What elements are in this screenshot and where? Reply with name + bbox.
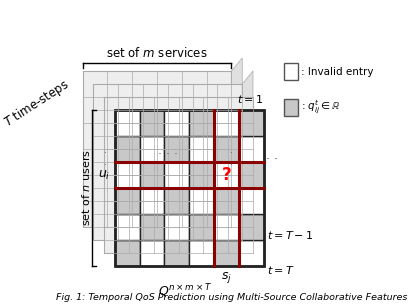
Bar bbox=[140, 240, 165, 266]
Bar bbox=[214, 188, 239, 214]
Bar bbox=[189, 162, 214, 188]
Bar bbox=[189, 240, 214, 266]
Bar bbox=[214, 162, 239, 188]
Text: ?: ? bbox=[222, 166, 232, 184]
Bar bbox=[283, 99, 298, 116]
Bar bbox=[283, 63, 298, 80]
Text: : $q^t_{ij} \in \mathbb{R}$: : $q^t_{ij} \in \mathbb{R}$ bbox=[301, 99, 341, 116]
Bar bbox=[165, 136, 189, 162]
Bar bbox=[165, 214, 189, 240]
Polygon shape bbox=[232, 110, 242, 149]
Bar bbox=[214, 110, 239, 136]
Polygon shape bbox=[232, 58, 242, 97]
Text: $t = T$: $t = T$ bbox=[267, 264, 295, 276]
Polygon shape bbox=[242, 123, 253, 162]
Polygon shape bbox=[232, 136, 242, 175]
Bar bbox=[165, 110, 189, 136]
Polygon shape bbox=[242, 201, 253, 240]
Bar bbox=[115, 188, 140, 214]
Bar bbox=[189, 110, 214, 136]
Polygon shape bbox=[232, 84, 242, 123]
Bar bbox=[239, 110, 264, 136]
Bar bbox=[239, 136, 264, 162]
Bar bbox=[115, 240, 140, 266]
Bar bbox=[115, 136, 140, 162]
Polygon shape bbox=[232, 188, 242, 227]
Bar bbox=[214, 240, 239, 266]
Bar bbox=[140, 188, 165, 214]
Text: Fig. 1: Temporal QoS Prediction using Multi-Source Collaborative Features: Fig. 1: Temporal QoS Prediction using Mu… bbox=[56, 293, 407, 302]
Bar bbox=[115, 110, 264, 266]
Bar bbox=[165, 240, 189, 266]
Bar bbox=[189, 136, 214, 162]
Text: · · ·: · · · bbox=[158, 148, 178, 161]
Polygon shape bbox=[242, 149, 253, 188]
Bar bbox=[214, 136, 239, 162]
Bar bbox=[104, 97, 253, 253]
Bar bbox=[239, 240, 264, 266]
Text: $s_j$: $s_j$ bbox=[221, 270, 232, 285]
Text: $t = T-1$: $t = T-1$ bbox=[267, 229, 314, 241]
Bar bbox=[189, 214, 214, 240]
Text: · ·: · · bbox=[266, 153, 278, 166]
Bar bbox=[239, 162, 264, 188]
Bar bbox=[83, 71, 232, 227]
Text: set of $m$ services: set of $m$ services bbox=[106, 46, 208, 60]
Bar bbox=[115, 214, 140, 240]
Text: $t = 1$: $t = 1$ bbox=[237, 93, 263, 105]
Bar bbox=[140, 110, 165, 136]
Text: : Invalid entry: : Invalid entry bbox=[301, 67, 373, 76]
Text: ·
·: · · bbox=[104, 148, 107, 170]
Bar bbox=[165, 162, 189, 188]
Polygon shape bbox=[232, 162, 242, 201]
Polygon shape bbox=[242, 71, 253, 110]
Text: ·
·: · · bbox=[230, 148, 233, 170]
Text: $Q^{n\times m\times T}$: $Q^{n\times m\times T}$ bbox=[158, 282, 212, 300]
Bar bbox=[140, 214, 165, 240]
Bar bbox=[239, 188, 264, 214]
Polygon shape bbox=[242, 175, 253, 214]
Bar bbox=[214, 214, 239, 240]
Bar bbox=[115, 162, 140, 188]
Bar bbox=[93, 84, 242, 240]
Text: $T$ time-steps: $T$ time-steps bbox=[1, 76, 73, 131]
Text: $u_i$: $u_i$ bbox=[99, 168, 111, 181]
Bar bbox=[239, 214, 264, 240]
Text: set of $n$ users: set of $n$ users bbox=[80, 150, 92, 226]
Bar bbox=[140, 162, 165, 188]
Polygon shape bbox=[242, 97, 253, 136]
Bar bbox=[140, 136, 165, 162]
Bar bbox=[165, 188, 189, 214]
Bar bbox=[189, 188, 214, 214]
Bar bbox=[115, 110, 140, 136]
